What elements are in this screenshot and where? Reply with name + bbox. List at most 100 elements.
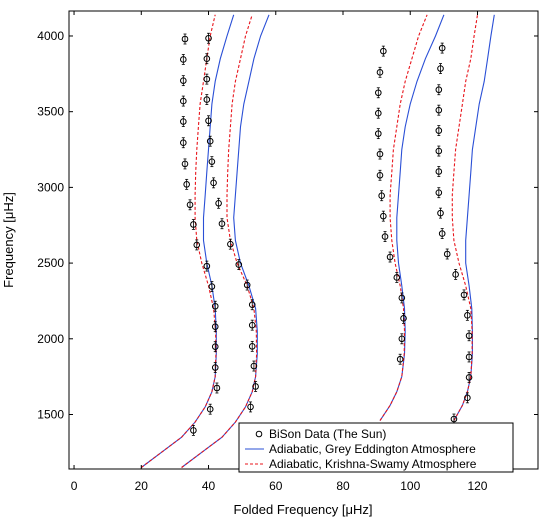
data-point-branch-1-16: [180, 118, 187, 125]
data-point-branch-1-18: [180, 77, 187, 84]
data-point-branch-4-4: [465, 353, 473, 361]
data-point-branch-1-6: [211, 323, 219, 330]
data-point-branch-1-4: [211, 364, 219, 371]
data-point-branch-1-14: [181, 160, 189, 168]
data-point-branch-4-15: [435, 127, 443, 134]
data-point-branch-4-5: [465, 332, 473, 340]
data-point-branch-3-3: [400, 315, 407, 322]
data-point-branch-1-3: [213, 384, 221, 392]
curve-krishna-branch-1: [140, 14, 217, 468]
legend-label-bison: BiSon Data (The Sun): [269, 427, 386, 441]
data-point-branch-3-10: [376, 171, 384, 179]
data-point-branch-4-18: [437, 65, 444, 72]
data-point-branch-2-14: [206, 137, 214, 145]
data-point-branch-3-16: [380, 47, 387, 55]
data-point-branch-3-13: [375, 109, 382, 117]
data-point-branch-2-3: [250, 362, 258, 370]
data-point-branch-2-8: [235, 261, 243, 268]
curve-krishna-branch-4: [451, 14, 479, 421]
y-tick-label: 3500: [37, 105, 64, 119]
data-point-branch-3-2: [398, 335, 406, 343]
data-point-branch-2-18: [203, 55, 211, 62]
data-point-branch-3-14: [375, 89, 382, 97]
data-point-branch-1-1: [190, 427, 197, 434]
data-point-branch-1-8: [208, 283, 216, 290]
data-point-branch-2-7: [243, 281, 251, 289]
data-point-branch-1-7: [211, 302, 219, 310]
data-point-branch-1-17: [180, 97, 187, 105]
data-point-branch-4-14: [435, 147, 443, 155]
data-point-branch-3-11: [376, 150, 384, 158]
model-curves: [140, 14, 495, 468]
y-tick-label: 3000: [37, 180, 64, 194]
x-tick-label: 0: [71, 479, 78, 493]
data-point-branch-2-2: [252, 383, 259, 390]
data-point-branch-2-16: [203, 96, 211, 103]
data-point-branch-3-7: [381, 233, 389, 240]
curve-grey-branch-2: [181, 14, 270, 468]
data-point-branch-2-5: [248, 321, 256, 329]
y-tick-label: 2500: [37, 256, 64, 270]
x-tick-label: 80: [336, 479, 350, 493]
y-axis-label: Frequency [μHz]: [1, 192, 16, 288]
y-tick-label: 1500: [37, 407, 64, 421]
y-tick-label: 2000: [37, 332, 64, 346]
data-point-branch-3-4: [398, 294, 406, 302]
data-point-branch-4-3: [465, 374, 473, 381]
data-point-branch-1-13: [183, 181, 190, 188]
data-point-branch-4-19: [438, 44, 446, 52]
data-point-branch-3-8: [380, 212, 387, 220]
y-tick-label: 4000: [37, 29, 64, 43]
curve-grey-branch-4: [453, 14, 495, 421]
data-point-branch-2-13: [208, 158, 216, 165]
curve-grey-branch-3: [379, 14, 445, 421]
axis-ticks: 0 20 40 60 80 100 120 1500 2000 2500 3000 3500 4000: [37, 11, 538, 493]
data-point-branch-4-7: [460, 291, 468, 299]
data-point-branch-1-15: [180, 139, 187, 147]
curve-krishna-branch-2: [181, 14, 258, 468]
data-point-branch-4-2: [464, 394, 471, 402]
legend-label-krishna: Adiabatic, Krishna-Swamy Atmosphere: [269, 457, 477, 471]
legend: BiSon Data (The Sun) Adiabatic, Grey Edd…: [238, 422, 514, 473]
curve-krishna-branch-3: [379, 14, 428, 421]
data-points: [180, 32, 473, 436]
data-point-branch-3-1: [396, 355, 404, 363]
data-point-branch-2-4: [248, 343, 256, 350]
data-point-branch-2-17: [203, 75, 211, 83]
data-point-branch-2-10: [218, 220, 226, 228]
data-point-branch-1-2: [206, 405, 214, 413]
x-tick-label: 20: [135, 479, 149, 493]
data-point-branch-4-17: [435, 86, 443, 94]
data-point-branch-4-6: [464, 312, 471, 319]
x-tick-label: 40: [202, 479, 216, 493]
data-point-branch-1-5: [211, 343, 219, 350]
data-point-branch-3-15: [376, 69, 384, 76]
data-point-branch-4-10: [438, 230, 446, 237]
data-point-branch-1-20: [181, 35, 189, 43]
x-tick-label: 120: [467, 479, 487, 493]
data-point-branch-3-9: [378, 192, 385, 200]
data-point-branch-1-9: [203, 262, 211, 270]
data-point-branch-2-15: [205, 117, 212, 125]
data-point-branch-1-19: [180, 56, 187, 63]
data-point-branch-1-10: [193, 241, 201, 249]
data-point-branch-2-19: [205, 34, 212, 42]
data-point-branch-4-1: [450, 415, 458, 423]
data-point-branch-4-9: [443, 250, 451, 258]
data-point-branch-4-13: [435, 168, 443, 175]
data-point-branch-2-1: [247, 403, 254, 411]
data-point-branch-4-12: [435, 189, 443, 196]
data-point-branch-1-11: [190, 221, 197, 228]
data-point-branch-2-6: [248, 301, 256, 309]
data-point-branch-3-12: [375, 130, 382, 137]
data-point-branch-3-5: [393, 274, 401, 281]
legend-box: [238, 422, 514, 473]
data-point-branch-1-12: [186, 201, 194, 209]
x-axis-label: Folded Frequency [μHz]: [234, 502, 373, 517]
data-point-branch-4-8: [452, 271, 459, 278]
data-point-branch-2-12: [210, 179, 217, 187]
legend-label-grey: Adiabatic, Grey Eddington Atmosphere: [269, 442, 476, 456]
x-tick-label: 100: [400, 479, 420, 493]
data-point-branch-2-9: [227, 240, 234, 248]
